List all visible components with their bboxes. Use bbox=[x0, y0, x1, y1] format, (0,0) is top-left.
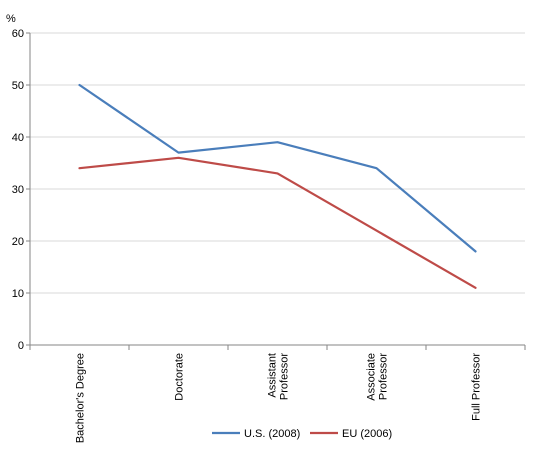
y-tick-label: 60 bbox=[12, 28, 24, 40]
y-tick-label: 0 bbox=[18, 340, 24, 352]
x-tick-label-line: Professor bbox=[279, 353, 291, 400]
x-tick-label: Bachelor's Degree bbox=[75, 353, 87, 443]
x-tick-label: Full Professor bbox=[471, 353, 483, 421]
y-tick-label: 10 bbox=[12, 288, 24, 300]
x-tick-label: Associate Professor bbox=[366, 353, 390, 401]
y-axis-label: % bbox=[6, 13, 16, 25]
series-line-1 bbox=[78, 156, 477, 289]
y-tick-label: 50 bbox=[12, 80, 24, 92]
x-tick-label-line: Associate bbox=[366, 353, 378, 401]
x-tick-label-line: Bachelor's Degree bbox=[75, 353, 87, 443]
legend-label: EU (2006) bbox=[342, 428, 392, 440]
y-tick-label: 20 bbox=[12, 236, 24, 248]
axes bbox=[29, 33, 525, 346]
legend-label: U.S. (2008) bbox=[244, 428, 300, 440]
gridlines bbox=[26, 32, 526, 350]
x-tick-label-line: Doctorate bbox=[174, 353, 186, 401]
x-tick-label-line: Full Professor bbox=[471, 353, 483, 421]
y-tick-labels: 0 10 20 30 40 50 60 bbox=[12, 28, 24, 352]
x-tick-label-line: Professor bbox=[378, 353, 390, 400]
x-tick-label: Doctorate bbox=[174, 353, 186, 401]
series-line-0 bbox=[78, 83, 477, 253]
x-tick-labels: Bachelor's Degree Doctorate Assistant Profe… bbox=[75, 353, 483, 443]
y-tick-label: 40 bbox=[12, 132, 24, 144]
legend: U.S. (2008) EU (2006) bbox=[212, 428, 392, 440]
x-tick-label: Assistant Professor bbox=[267, 353, 291, 400]
y-tick-label: 30 bbox=[12, 184, 24, 196]
series-lines bbox=[78, 83, 477, 289]
x-tick-label-line: Assistant bbox=[267, 353, 279, 398]
